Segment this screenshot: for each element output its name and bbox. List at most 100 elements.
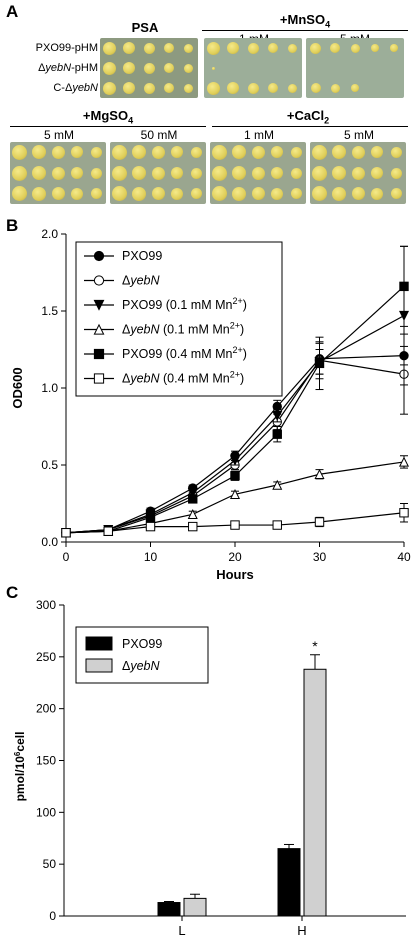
y-tick-label: 2.0	[41, 227, 58, 241]
data-point	[187, 488, 198, 499]
y-tick-label: 1.5	[41, 304, 58, 318]
legend-swatch	[85, 658, 113, 673]
data-point	[145, 512, 156, 523]
data-point	[314, 468, 325, 479]
legend-label: ΔyebN (0.1 mM Mn2+)	[122, 321, 244, 337]
colony	[251, 187, 265, 201]
x-tick-label: 20	[228, 550, 242, 564]
data-point	[272, 429, 282, 439]
ca-1mm-label: 1 mM	[244, 128, 274, 142]
x-tick-label: H	[297, 923, 306, 938]
colony	[287, 43, 297, 53]
data-point	[93, 348, 105, 360]
colony	[90, 167, 102, 179]
data-point	[398, 456, 410, 467]
colony	[190, 167, 202, 179]
colony	[123, 62, 136, 74]
cacl2-label: +CaCl2	[286, 108, 330, 126]
x-tick-label: 30	[313, 550, 327, 564]
data-point	[103, 526, 113, 536]
series-line	[65, 285, 405, 534]
colony	[212, 165, 228, 181]
colony	[390, 188, 402, 200]
colony	[251, 166, 265, 180]
y-axis-label: OD600	[10, 367, 25, 408]
y-axis-label: pmol/106cell	[13, 732, 28, 802]
colony	[330, 43, 341, 53]
colony	[131, 145, 146, 160]
data-point	[187, 508, 198, 519]
data-point	[93, 250, 105, 262]
y-tick-label: 200	[36, 702, 56, 716]
x-tick-label: 40	[397, 550, 411, 564]
colony	[331, 186, 346, 201]
bar	[157, 902, 181, 917]
colony	[312, 186, 328, 202]
legend-label: ΔyebN (0.4 mM Mn2+)	[122, 370, 244, 386]
y-tick-label: 1.0	[41, 381, 58, 395]
colony	[390, 146, 402, 158]
colony	[31, 145, 46, 160]
colony	[71, 146, 84, 159]
data-point	[314, 358, 325, 369]
legend-swatch	[85, 636, 113, 651]
colony	[143, 62, 155, 74]
colony	[112, 144, 128, 160]
colony	[212, 186, 228, 202]
mnso4-divider	[202, 30, 408, 31]
legend-label: PXO99	[122, 249, 162, 263]
colony	[131, 166, 146, 180]
colony	[351, 84, 359, 92]
colony	[247, 42, 259, 54]
colony	[390, 44, 399, 52]
panel-letter-a: A	[6, 2, 19, 21]
colony	[271, 167, 284, 179]
colony	[163, 43, 174, 53]
colony	[390, 167, 402, 179]
colony	[90, 188, 102, 200]
colony	[371, 146, 384, 159]
series-line	[65, 315, 405, 534]
colony	[171, 167, 184, 179]
colony	[123, 42, 136, 54]
colony	[350, 43, 360, 53]
data-point	[399, 508, 409, 518]
mgso4-label: +MgSO4	[82, 108, 134, 126]
legend-label: PXO99	[122, 637, 162, 651]
colony	[171, 146, 184, 159]
mg-5mm-label: 5 mM	[44, 128, 74, 142]
mgso4-divider	[10, 126, 206, 127]
colony	[207, 81, 221, 95]
bar	[303, 668, 327, 917]
colony	[271, 187, 284, 200]
data-point	[93, 275, 105, 286]
colony	[112, 165, 128, 181]
plate-mg-50mm	[110, 142, 206, 204]
row-label-yebn-phm: ΔyebN-pHM	[38, 62, 98, 74]
row-label-c-yebn: C-ΔyebN	[53, 82, 98, 94]
colony	[51, 166, 65, 180]
colony	[12, 165, 28, 181]
colony	[163, 83, 174, 93]
y-tick-label: 300	[36, 598, 56, 612]
bar	[183, 897, 207, 917]
legend-box	[75, 626, 209, 684]
legend-label: ΔyebN	[122, 274, 161, 288]
colony	[371, 187, 384, 200]
x-tick-label: 0	[63, 550, 70, 564]
colony	[207, 41, 221, 55]
colony	[290, 146, 302, 158]
series-line	[65, 512, 405, 534]
y-tick-label: 0	[49, 909, 56, 923]
growth-curve-chart: 0.0 0.5 1.0 1.5 2.0 0 10 20 30 40 Hours OD600 PXO99 Δ…	[10, 227, 411, 582]
colony	[12, 186, 28, 202]
colony	[351, 166, 365, 180]
data-point	[314, 517, 325, 527]
y-tick-label: 0.5	[41, 458, 58, 472]
data-point	[93, 299, 105, 311]
colony	[190, 188, 202, 200]
data-point	[272, 479, 283, 490]
colony	[351, 145, 365, 159]
colony	[112, 186, 128, 202]
colony	[90, 146, 102, 158]
